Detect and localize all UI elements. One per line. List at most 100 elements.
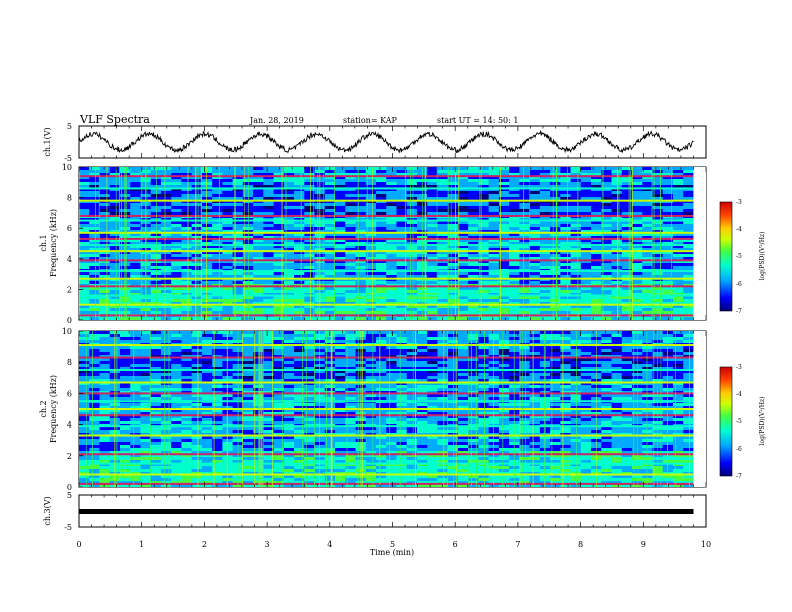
spec-cell — [662, 206, 674, 209]
spec-cell — [642, 275, 653, 278]
spec-cell — [335, 415, 346, 418]
spec-cell — [580, 364, 592, 367]
spec-cell — [150, 403, 162, 406]
spec-cell — [324, 308, 336, 311]
spec-cell — [253, 293, 264, 296]
sferic-streak — [206, 167, 207, 320]
spec-cell — [171, 352, 182, 355]
spec-cell — [212, 337, 223, 340]
spec-cell — [324, 224, 336, 227]
spec-cell — [529, 373, 541, 376]
spec-cell — [160, 367, 172, 370]
spec-cell — [119, 370, 131, 373]
spec-cell — [375, 334, 387, 337]
spec-cell — [560, 385, 572, 388]
spec-cell — [550, 218, 561, 221]
spec-cell — [130, 173, 141, 176]
spec-cell — [580, 248, 592, 251]
spec-cell — [621, 194, 633, 197]
spec-cell — [283, 311, 295, 314]
spec-cell — [232, 272, 244, 275]
spec-cell — [662, 251, 674, 254]
spec-cell — [375, 331, 387, 334]
spec-cell — [406, 176, 418, 179]
spec-cell — [140, 367, 152, 370]
spec-cell — [550, 179, 561, 182]
spec-cell — [406, 293, 418, 296]
spec-cell — [171, 221, 182, 224]
spec-cell — [232, 242, 244, 245]
spec-cell — [345, 340, 357, 343]
spec-cell — [304, 415, 316, 418]
spec-cell — [457, 385, 469, 388]
spec-cell — [181, 412, 193, 415]
spec-cell — [662, 245, 674, 248]
spec-cell — [437, 203, 449, 206]
spec-cell — [375, 403, 387, 406]
spec-cell — [253, 170, 264, 173]
spec-cell — [191, 251, 203, 254]
spec-cell — [130, 358, 141, 361]
spec-cell — [79, 385, 90, 388]
spec-cell — [427, 340, 438, 343]
spec-cell — [99, 263, 111, 266]
spec-cell — [550, 403, 561, 406]
spec-cell — [181, 302, 193, 305]
spec-cell — [99, 185, 111, 188]
spec-cell — [560, 412, 572, 415]
spec-cell — [212, 263, 223, 266]
spec-cell — [232, 254, 244, 257]
spec-cell — [365, 287, 377, 290]
spec-cell — [457, 305, 469, 308]
spec-cell — [427, 293, 438, 296]
spec-cell — [89, 340, 100, 343]
spec-cell — [335, 212, 346, 215]
spec-cell — [119, 385, 131, 388]
spec-cell — [263, 403, 275, 406]
spec-cell — [150, 394, 162, 397]
spec-cell — [89, 361, 100, 364]
spec-cell — [498, 346, 510, 349]
spec-cell — [253, 230, 264, 233]
spec-cell — [509, 176, 520, 179]
spec-cell — [601, 209, 613, 212]
spec-cell — [447, 418, 459, 421]
spec-cell — [386, 376, 397, 379]
spec-cell — [550, 197, 561, 200]
spec-cell — [488, 337, 500, 340]
spec-cell — [181, 239, 193, 242]
spec-cell — [406, 334, 418, 337]
spec-cell — [560, 403, 572, 406]
spec-cell — [99, 212, 111, 215]
spec-line — [79, 250, 694, 253]
spec-cell — [683, 403, 694, 406]
spec-cell — [304, 346, 316, 349]
spec-cell — [130, 412, 141, 415]
spec-cell — [601, 290, 613, 293]
spec-cell — [160, 311, 172, 314]
spec-cell — [539, 260, 551, 263]
spec-cell — [365, 367, 377, 370]
spec-cell — [672, 385, 684, 388]
spec-cell — [642, 272, 653, 275]
spec-cell — [662, 287, 674, 290]
spec-cell — [140, 385, 152, 388]
spec-cell — [375, 373, 387, 376]
spec-cell — [519, 388, 531, 391]
spec-cell — [447, 173, 459, 176]
spec-cell — [89, 236, 100, 239]
spec-cell — [519, 254, 531, 257]
spec-cell — [683, 355, 694, 358]
spec-cell — [519, 209, 531, 212]
spec-cell — [632, 245, 643, 248]
spec-cell — [222, 358, 234, 361]
spec-cell — [560, 245, 572, 248]
spec-cell — [662, 370, 674, 373]
spec-cell — [427, 376, 438, 379]
spec-cell — [529, 340, 541, 343]
spec-cell — [632, 206, 643, 209]
spec-cell — [468, 296, 479, 299]
spec-cell — [662, 260, 674, 263]
spec-cell — [304, 352, 316, 355]
spec-cell — [457, 346, 469, 349]
